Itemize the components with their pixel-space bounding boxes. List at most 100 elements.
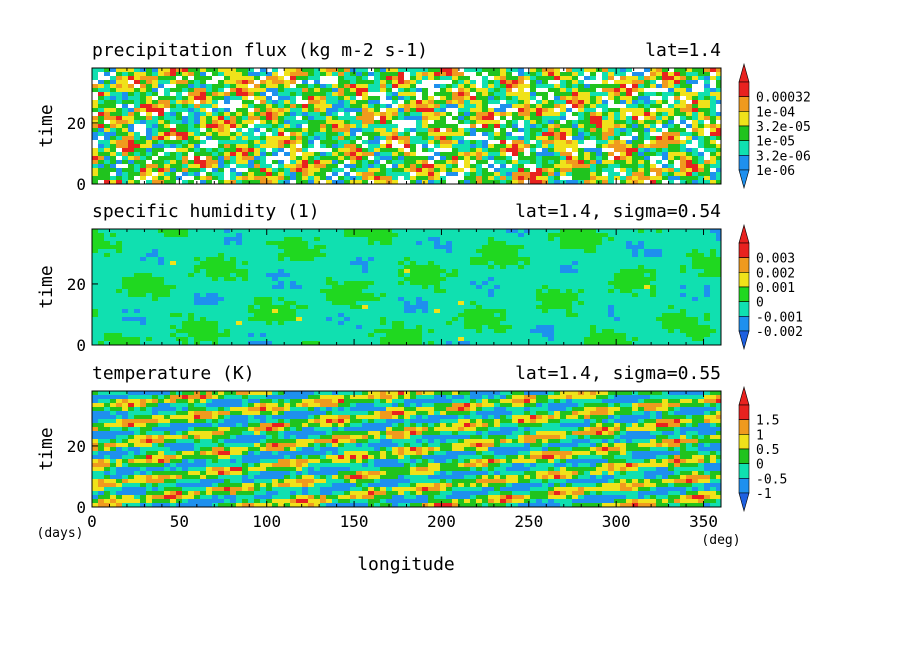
field-cell bbox=[134, 281, 140, 285]
field-cell bbox=[386, 112, 392, 116]
colorbar-label: 1e-06 bbox=[756, 164, 795, 179]
field-cell bbox=[620, 265, 626, 269]
field-cell bbox=[332, 297, 338, 301]
field-cell bbox=[530, 148, 536, 152]
field-cell bbox=[674, 237, 680, 241]
field-cell bbox=[566, 68, 572, 72]
field-cell bbox=[356, 229, 362, 233]
field-cell bbox=[200, 152, 206, 156]
field-cell bbox=[470, 136, 476, 140]
field-cell bbox=[656, 156, 662, 160]
field-cell bbox=[278, 72, 284, 76]
field-cell bbox=[500, 92, 506, 96]
field-cell bbox=[134, 68, 140, 72]
field-cell bbox=[542, 156, 548, 160]
field-cell bbox=[296, 164, 302, 168]
field-cell bbox=[518, 229, 524, 233]
field-cell bbox=[464, 172, 470, 176]
field-cell bbox=[296, 108, 302, 112]
field-cell bbox=[254, 68, 260, 72]
field-cell bbox=[704, 241, 710, 245]
field-cell bbox=[500, 108, 506, 112]
field-cell bbox=[206, 253, 212, 257]
field-cell bbox=[320, 168, 326, 172]
field-cell bbox=[422, 76, 428, 80]
field-cell bbox=[674, 84, 680, 88]
field-cell bbox=[698, 152, 704, 156]
field-cell bbox=[266, 156, 272, 160]
field-cell bbox=[278, 144, 284, 148]
field-cell bbox=[584, 132, 590, 136]
field-cell bbox=[536, 140, 542, 144]
field-cell bbox=[482, 80, 488, 84]
field-cell bbox=[314, 108, 320, 112]
field-cell bbox=[344, 269, 350, 273]
field-cell bbox=[140, 152, 146, 156]
field-cell bbox=[392, 281, 398, 285]
field-cell bbox=[236, 273, 242, 277]
field-cell bbox=[386, 116, 392, 120]
field-cell bbox=[374, 156, 380, 160]
field-cell bbox=[584, 273, 590, 277]
field-cell bbox=[494, 253, 500, 257]
field-cell bbox=[650, 273, 656, 277]
field-cell bbox=[218, 261, 224, 265]
field-cell bbox=[236, 257, 242, 261]
field-cell bbox=[500, 172, 506, 176]
field-cell bbox=[554, 72, 560, 76]
field-cell bbox=[536, 273, 542, 277]
field-cell bbox=[242, 168, 248, 172]
field-cell bbox=[416, 277, 422, 281]
field-cell bbox=[212, 132, 218, 136]
field-cell bbox=[482, 140, 488, 144]
field-cell bbox=[248, 132, 254, 136]
field-cell bbox=[530, 88, 536, 92]
field-cell bbox=[674, 285, 680, 289]
field-cell bbox=[146, 285, 152, 289]
field-cell bbox=[176, 241, 182, 245]
field-cell bbox=[188, 297, 194, 301]
field-cell bbox=[416, 152, 422, 156]
field-cell bbox=[98, 249, 104, 253]
field-cell bbox=[656, 124, 662, 128]
field-cell bbox=[158, 281, 164, 285]
field-cell bbox=[236, 84, 242, 88]
field-cell bbox=[668, 285, 674, 289]
field-cell bbox=[152, 261, 158, 265]
field-cell bbox=[278, 269, 284, 273]
field-cell bbox=[116, 120, 122, 124]
field-cell bbox=[710, 277, 716, 281]
field-cell bbox=[188, 277, 194, 281]
field-cell bbox=[644, 229, 650, 233]
field-cell bbox=[296, 132, 302, 136]
field-cell bbox=[302, 261, 308, 265]
field-cell bbox=[218, 269, 224, 273]
field-cell bbox=[320, 92, 326, 96]
field-cell bbox=[302, 136, 308, 140]
field-cell bbox=[296, 104, 302, 108]
field-cell bbox=[230, 176, 236, 180]
field-cell bbox=[590, 253, 596, 257]
field-cell bbox=[146, 229, 152, 233]
field-cell bbox=[254, 88, 260, 92]
field-cell bbox=[476, 241, 482, 245]
field-cell bbox=[392, 285, 398, 289]
field-cell bbox=[176, 136, 182, 140]
field-cell bbox=[656, 261, 662, 265]
field-cell bbox=[518, 180, 524, 184]
field-cell bbox=[182, 136, 188, 140]
field-cell bbox=[110, 116, 116, 120]
colorbar-band bbox=[738, 155, 750, 171]
field-cell bbox=[698, 108, 704, 112]
field-cell bbox=[200, 172, 206, 176]
field-cell bbox=[350, 132, 356, 136]
field-cell bbox=[248, 84, 254, 88]
field-cell bbox=[668, 289, 674, 293]
field-cell bbox=[716, 128, 721, 132]
field-cell bbox=[584, 80, 590, 84]
field-cell bbox=[566, 144, 572, 148]
field-cell bbox=[122, 273, 128, 277]
field-cell bbox=[452, 269, 458, 273]
field-cell bbox=[164, 76, 170, 80]
field-cell bbox=[584, 136, 590, 140]
